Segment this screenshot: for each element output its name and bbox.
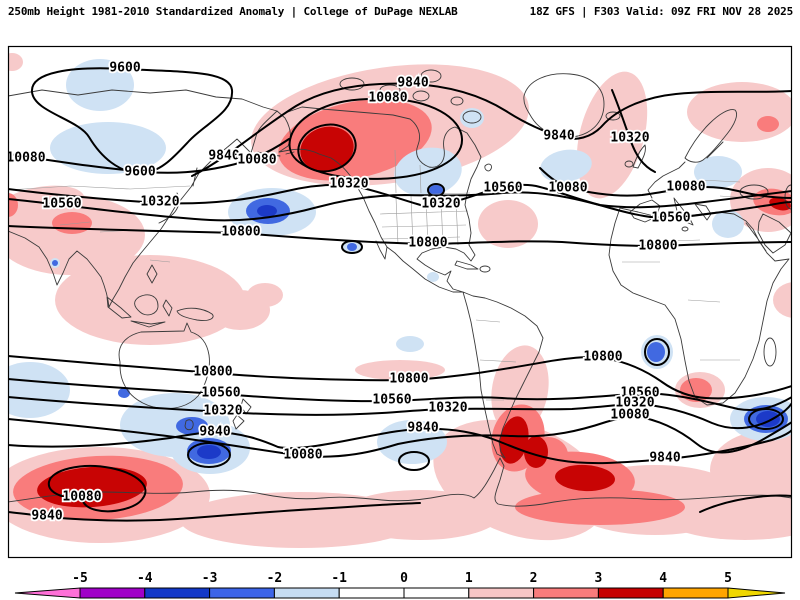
colorbar-segment	[662, 587, 729, 599]
colorbar-tick: -1	[331, 571, 347, 586]
colorbar-segment	[338, 587, 405, 599]
contour-label: 10800	[638, 239, 677, 254]
contour-label: 10800	[389, 372, 428, 387]
contour-label: 9600	[109, 61, 140, 76]
colorbar-segment	[273, 587, 340, 599]
height-contours	[8, 67, 792, 522]
contour-label: 10080	[6, 151, 45, 166]
map-title: 250mb Height 1981-2010 Standardized Anom…	[8, 5, 458, 18]
colorbar-tick: 1	[465, 571, 473, 586]
contour-label: 9840	[649, 451, 680, 466]
contour-label: 9600	[124, 165, 155, 180]
contour-label: 10080	[610, 408, 649, 423]
colorbar-tick: -4	[137, 571, 153, 586]
colorbar-segment	[144, 587, 211, 599]
contour-label: 9840	[397, 76, 428, 91]
colorbar-segment	[79, 587, 146, 599]
colorbar-tick: 4	[659, 571, 667, 586]
contour-label: 10560	[201, 386, 240, 401]
contour-label: 9840	[208, 149, 239, 164]
contour-label: 10080	[283, 448, 322, 463]
colorbar-tick: 0	[400, 571, 408, 586]
contour-label: 10320	[615, 396, 654, 411]
contour-label: 10320	[610, 131, 649, 146]
contour-label: 10800	[583, 350, 622, 365]
map-border	[7, 45, 793, 559]
contour-label: 10080	[548, 181, 587, 196]
colorbar: -5 -4 -3 -2 -1 0 1 2 3 4 5	[14, 571, 786, 599]
contour-label: 10560	[42, 197, 81, 212]
colorbar-arrow-left	[14, 587, 81, 599]
anomaly-shading	[8, 53, 792, 548]
contour-label: 10560	[620, 386, 659, 401]
contour-label: 10320	[428, 401, 467, 416]
contour-label: 10320	[421, 197, 460, 212]
colorbar-tick: 2	[530, 571, 538, 586]
contour-label: 9840	[199, 425, 230, 440]
colorbar-segment	[533, 587, 599, 599]
colorbar-tick: 3	[594, 571, 602, 586]
contour-label: 10080	[368, 91, 407, 106]
contour-label: 10560	[483, 181, 522, 196]
coastlines	[8, 69, 792, 507]
contour-label: 10320	[329, 177, 368, 192]
contour-label: 9840	[407, 421, 438, 436]
colorbar-segment	[597, 587, 664, 599]
contour-label: 10080	[237, 153, 276, 168]
contour-label: 10320	[140, 195, 179, 210]
model-valid-time: 18Z GFS | F303 Valid: 09Z FRI NOV 28 202…	[529, 5, 794, 18]
colorbar-segment	[403, 587, 470, 599]
contour-label: 10560	[651, 211, 690, 226]
contour-label: 10800	[221, 225, 260, 240]
contour-label: 10080	[666, 180, 705, 195]
contour-label: 10800	[193, 365, 232, 380]
contour-label: 9840	[31, 509, 62, 524]
colorbar-tick: -3	[202, 571, 218, 586]
colorbar-tick: -2	[267, 571, 283, 586]
contour-label: 10560	[372, 393, 411, 408]
contour-label: 9840	[543, 129, 574, 144]
contour-label: 10320	[203, 404, 242, 419]
colorbar-segment	[468, 587, 535, 599]
colorbar-arrow-right	[727, 587, 786, 599]
colorbar-segment	[209, 587, 275, 599]
colorbar-tick: 5	[724, 571, 732, 586]
contour-label: 10080	[62, 490, 101, 505]
contour-label: 10800	[408, 236, 447, 251]
colorbar-tick: -5	[72, 571, 88, 586]
